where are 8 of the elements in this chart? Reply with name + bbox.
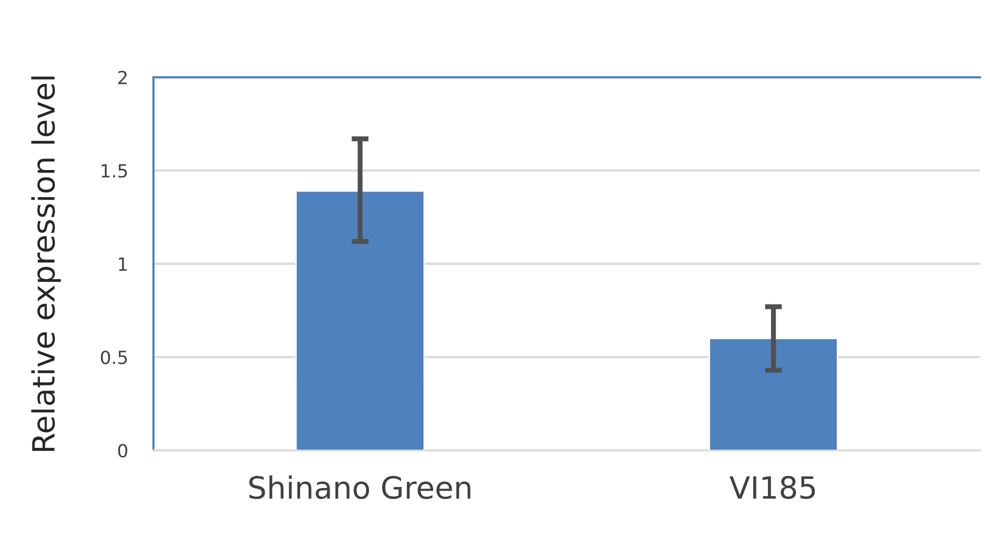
y-tick-label: 0: [118, 444, 128, 458]
y-axis-title: Relative expression level: [31, 76, 61, 451]
x-tick-label: VI185: [730, 476, 815, 500]
y-tick-label: 1: [118, 258, 127, 271]
y-tick-label: 1.5: [102, 164, 127, 178]
y-tick-label: 2: [118, 70, 127, 84]
y-tick-label: 0.5: [100, 350, 127, 364]
x-tick-label: Shinano Green: [249, 475, 470, 500]
